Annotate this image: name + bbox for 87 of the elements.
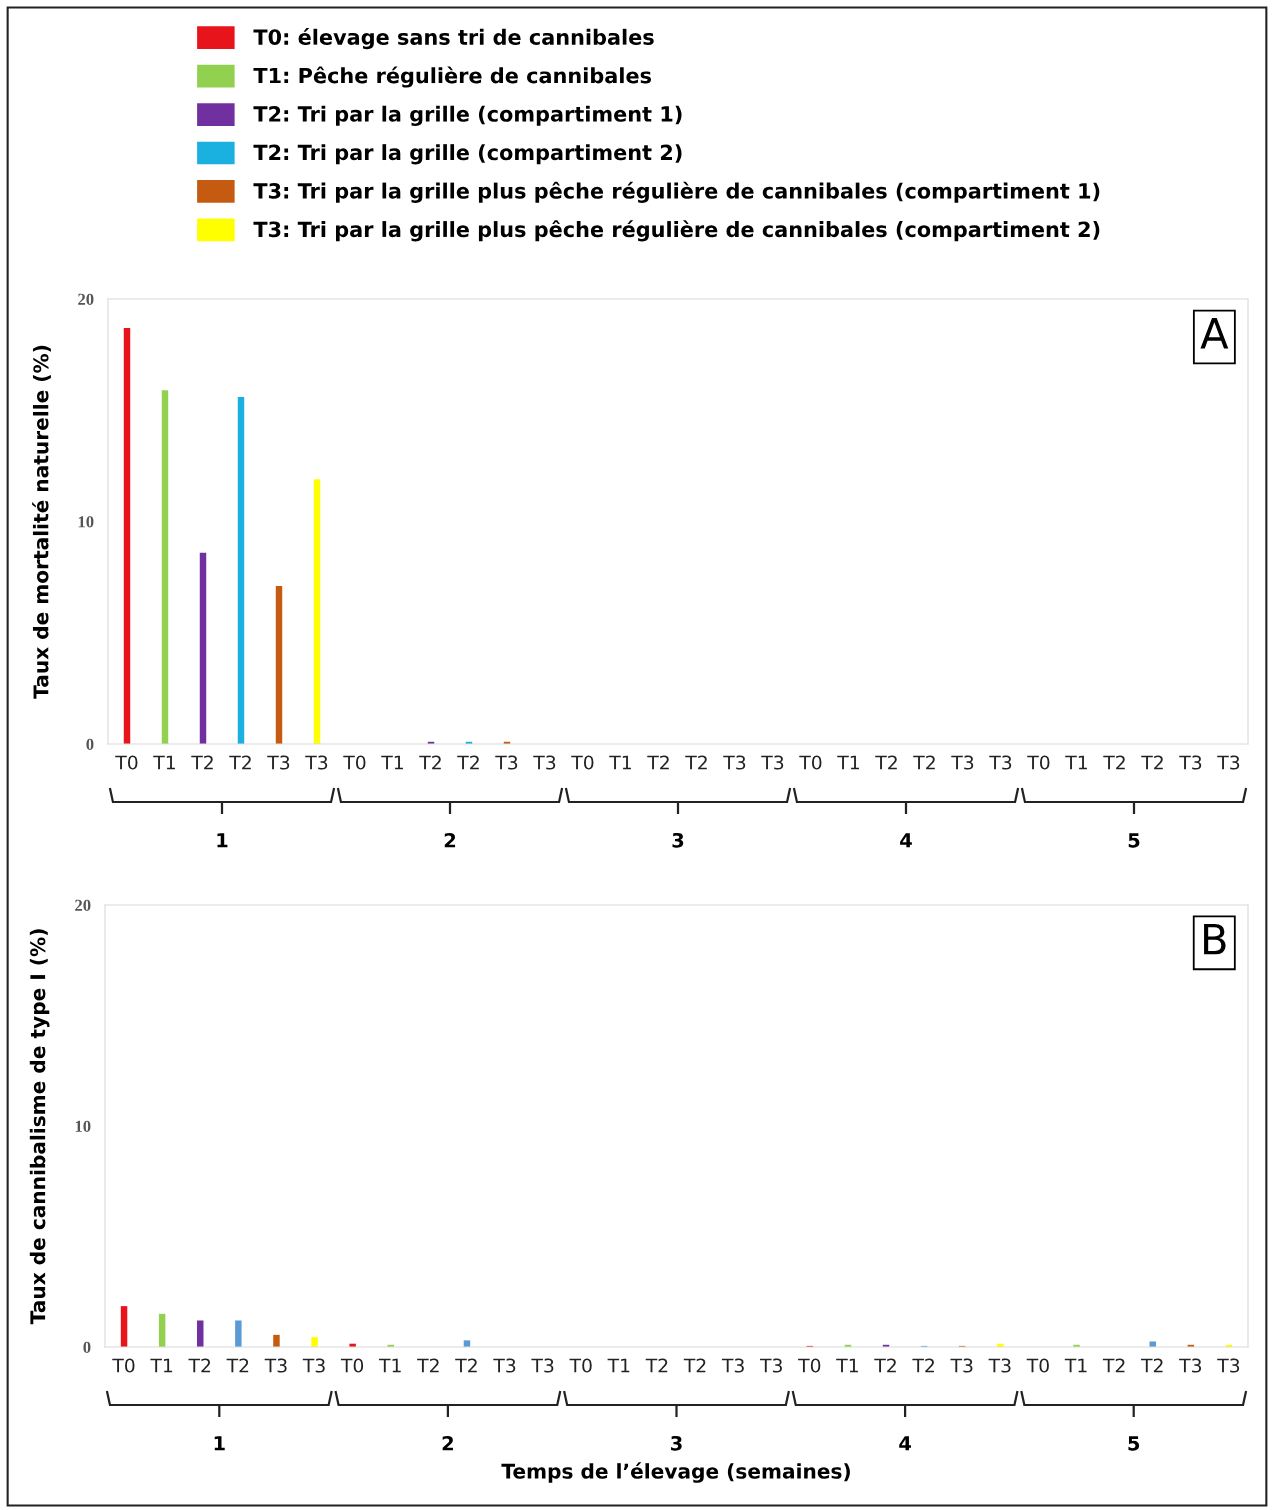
x-tick-label: T3 (495, 755, 518, 770)
legend-label: T1: Pêche régulière de cannibales (253, 66, 651, 88)
text: 4 (900, 833, 912, 848)
x-tick-label: T2 (188, 1358, 211, 1373)
x-tick-label: T3 (1179, 1358, 1202, 1373)
x-tick-label: T3 (950, 1358, 973, 1373)
x-tick-label: T1 (379, 1358, 401, 1373)
x-tick-label: T0 (1026, 1358, 1049, 1373)
x-tick-label: T3 (264, 1358, 287, 1373)
x-tick-label: T1 (150, 1358, 173, 1373)
text: 3 (671, 1435, 682, 1451)
x-tick-label: T2 (419, 755, 441, 770)
x-tick-label: T2 (1141, 1358, 1163, 1373)
x-tick-label: T2 (1103, 755, 1125, 770)
x-tick-label: T3 (1217, 1358, 1240, 1373)
x-tick-label: T0 (799, 755, 822, 770)
x-tick-label: T2 (226, 1358, 249, 1373)
x-tick-label: T0 (112, 1358, 135, 1373)
x-tick-label: T2 (417, 1358, 439, 1373)
x-tick-label: T3 (989, 755, 1012, 770)
x-tick-label: T3 (302, 1358, 325, 1373)
x-tick-label: T3 (723, 755, 746, 770)
x-tick-label: T0 (798, 1358, 821, 1373)
x-tick-label: T3 (305, 755, 328, 770)
x-tick-label: T3 (1179, 755, 1202, 770)
x-tick-label: T3 (988, 1358, 1011, 1373)
x-tick-label: T2 (455, 1358, 477, 1373)
x-tick-label: T3 (761, 755, 784, 770)
x-tick-label: T2 (875, 755, 897, 770)
x-tick-label: T0 (115, 755, 138, 770)
x-tick-label: T2 (1141, 755, 1163, 770)
x-tick-label: T2 (685, 755, 707, 770)
x-tick-label: T3 (493, 1358, 516, 1373)
text: 5 (1128, 833, 1140, 848)
text: 1 (214, 1436, 225, 1451)
chart-title: B (1204, 923, 1226, 955)
text: 4 (899, 1436, 911, 1451)
legend-label: T2: Tri par la grille (compartiment 1) (253, 105, 682, 127)
x-tick-label: T1 (836, 1358, 858, 1373)
y-axis-title: Taux de mortalité naturelle (%) (32, 345, 51, 699)
x-tick-label: T1 (609, 755, 631, 770)
x-axis-title: Temps de l’élevage (semaines) (501, 1462, 850, 1483)
x-tick-label: T2 (683, 1358, 706, 1373)
legend-label: T3: Tri par la grille plus pêche régulière de cannibales (compartiment 1) (253, 181, 1100, 203)
text: 2 (444, 832, 456, 848)
text: 3 (672, 832, 684, 848)
legend-label: T3: Tri par la grille plus pêche régulière de cannibales (compartiment 2) (253, 220, 1100, 242)
x-tick-label: T3 (721, 1358, 744, 1373)
x-tick-label: T2 (229, 755, 251, 770)
y-tick-label: 10 (78, 516, 94, 528)
x-tick-label: T1 (153, 755, 175, 770)
x-tick-label: T2 (457, 755, 479, 770)
x-tick-label: T2 (874, 1358, 896, 1373)
chart-title: A (1200, 318, 1229, 349)
x-tick-label: T1 (1064, 1358, 1087, 1373)
x-tick-label: T0 (569, 1358, 592, 1373)
y-tick-label: 0 (86, 738, 94, 750)
x-tick-label: T2 (912, 1358, 934, 1373)
x-tick-label: T3 (531, 1358, 554, 1373)
x-tick-label: T3 (267, 755, 290, 770)
x-tick-label: T1 (381, 755, 403, 770)
y-tick-label: 10 (75, 1120, 91, 1132)
y-tick-label: 20 (75, 899, 91, 911)
x-tick-label: T2 (645, 1358, 668, 1373)
legend-label: T2: Tri par la grille (compartiment 2) (253, 144, 682, 165)
x-tick-label: T3 (533, 755, 556, 770)
x-tick-label: T2 (647, 755, 669, 770)
legend-label: T0: élevage sans tri de cannibales (253, 27, 654, 50)
y-tick-label: 20 (78, 293, 94, 305)
x-tick-label: T0 (1027, 755, 1050, 770)
x-tick-label: T3 (951, 755, 974, 770)
x-tick-label: T2 (913, 755, 935, 770)
x-tick-label: T0 (343, 755, 366, 770)
x-tick-label: T2 (1102, 1358, 1125, 1373)
x-tick-label: T1 (1065, 755, 1087, 770)
x-tick-label: T0 (340, 1358, 364, 1373)
y-axis-title: Taux de cannibalisme de type I (%) (29, 929, 50, 1325)
x-tick-label: T3 (1217, 755, 1240, 770)
text: 2 (442, 1435, 453, 1451)
x-tick-label: T3 (760, 1358, 782, 1373)
x-tick-label: T2 (191, 755, 213, 770)
x-tick-label: T1 (837, 755, 859, 770)
text: 1 (217, 833, 228, 848)
x-tick-label: T1 (607, 1358, 630, 1373)
text: 5 (1128, 1436, 1140, 1451)
y-tick-label: 0 (83, 1341, 91, 1353)
x-tick-label: T0 (571, 755, 594, 770)
